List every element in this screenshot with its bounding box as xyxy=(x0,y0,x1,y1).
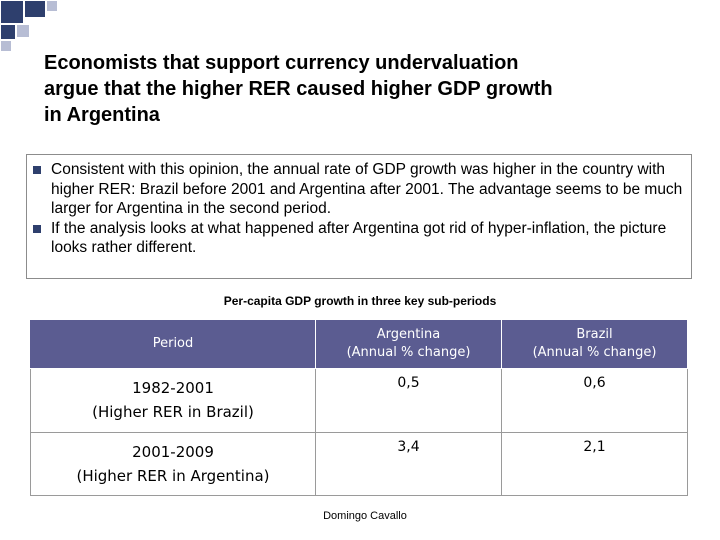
bullet-box: Consistent with this opinion, the annual… xyxy=(26,154,692,279)
argentina-value: 0,5 xyxy=(315,368,502,433)
brazil-value: 0,6 xyxy=(501,368,688,433)
corner-square xyxy=(0,40,12,52)
bullet-item: Consistent with this opinion, the annual… xyxy=(31,160,683,219)
corner-square xyxy=(24,0,46,18)
period-range: 1982-2001 xyxy=(132,379,214,398)
brazil-value: 2,1 xyxy=(501,431,688,496)
header-argentina-unit: (Annual % change) xyxy=(346,345,471,360)
title-line: Economists that support currency underva… xyxy=(44,52,519,74)
title-line: in Argentina xyxy=(44,104,160,126)
corner-square xyxy=(0,24,16,40)
argentina-value: 3,4 xyxy=(315,431,502,496)
header-period: Period xyxy=(30,319,316,369)
period-range: 2001-2009 xyxy=(132,442,214,461)
bullet-text: Consistent with this opinion, the annual… xyxy=(51,161,683,217)
bullet-item: If the analysis looks at what happened a… xyxy=(31,219,683,258)
table-row: 1982-2001 (Higher RER in Brazil) 0,5 0,6 xyxy=(30,368,688,433)
square-bullet-icon xyxy=(33,166,41,174)
corner-square xyxy=(16,24,30,38)
corner-square xyxy=(0,0,24,24)
slide-title: Economists that support currency underva… xyxy=(44,50,684,128)
table-row: 2001-2009 (Higher RER in Argentina) 3,4 … xyxy=(30,431,688,496)
header-brazil-label: Brazil xyxy=(576,327,613,342)
header-argentina: Argentina (Annual % change) xyxy=(315,319,502,369)
period-cell: 2001-2009 (Higher RER in Argentina) xyxy=(30,431,316,496)
header-argentina-label: Argentina xyxy=(376,327,441,342)
bullet-text: If the analysis looks at what happened a… xyxy=(51,219,667,257)
header-brazil: Brazil (Annual % change) xyxy=(501,319,688,369)
gdp-growth-table: Period Argentina (Annual % change) Brazi… xyxy=(30,319,688,496)
footer-author: Domingo Cavallo xyxy=(323,510,407,522)
table-header-row: Period Argentina (Annual % change) Brazi… xyxy=(30,319,688,369)
period-note: (Higher RER in Argentina) xyxy=(76,466,270,485)
period-cell: 1982-2001 (Higher RER in Brazil) xyxy=(30,368,316,433)
table-caption: Per-capita GDP growth in three key sub-p… xyxy=(223,294,497,308)
period-note: (Higher RER in Brazil) xyxy=(92,403,254,422)
header-period-label: Period xyxy=(152,336,194,351)
corner-square xyxy=(46,0,58,12)
header-brazil-unit: (Annual % change) xyxy=(532,345,657,360)
title-line: argue that the higher RER caused higher … xyxy=(44,78,553,100)
square-bullet-icon xyxy=(33,224,41,233)
